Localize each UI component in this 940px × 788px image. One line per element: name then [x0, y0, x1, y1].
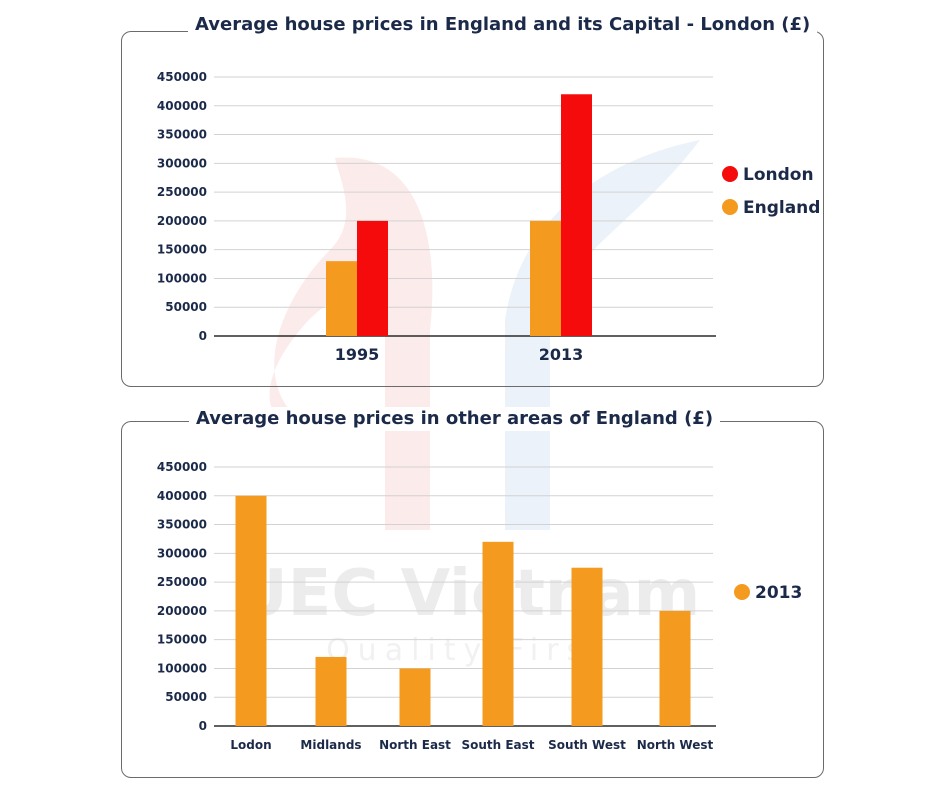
y-tick-label: 250000	[157, 575, 207, 589]
y-tick-label: 450000	[157, 460, 207, 474]
watermark-tagline: Quality First	[326, 633, 610, 668]
bar-england-1995	[326, 261, 357, 336]
x-category-label: North West	[637, 738, 714, 752]
bar-2013-north-east	[399, 668, 431, 726]
legend-swatch	[722, 166, 738, 182]
x-category-label: Lodon	[230, 738, 271, 752]
y-tick-label: 300000	[157, 546, 207, 560]
chart-1-bars	[326, 94, 592, 337]
x-category-label: 2013	[539, 345, 584, 364]
y-tick-label: 400000	[157, 99, 207, 113]
y-tick-label: 250000	[157, 185, 207, 199]
y-tick-label: 0	[199, 329, 207, 343]
chart-1-grid	[214, 76, 713, 308]
chart-2-title: Average house prices in other areas of E…	[189, 407, 721, 431]
y-tick-label: 50000	[165, 690, 207, 704]
y-tick-label: 150000	[157, 633, 207, 647]
y-tick-label: 400000	[157, 489, 207, 503]
x-category-label: 1995	[335, 345, 380, 364]
x-category-label: North East	[379, 738, 451, 752]
y-tick-label: 350000	[157, 128, 207, 142]
watermark-brand: UEC Vietnam	[236, 557, 701, 631]
bar-london-1995	[357, 220, 388, 336]
bar-2013-midlands	[315, 656, 347, 726]
chart-2-legend: 2013	[734, 583, 802, 603]
legend-swatch	[722, 199, 738, 215]
y-tick-label: 0	[199, 719, 207, 733]
x-category-label: South West	[548, 738, 626, 752]
y-tick-label: 300000	[157, 156, 207, 170]
legend-label: London	[743, 165, 814, 185]
y-tick-label: 200000	[157, 214, 207, 228]
y-tick-label: 100000	[157, 661, 207, 675]
chart-2-bars	[235, 495, 691, 726]
y-tick-label: 100000	[157, 271, 207, 285]
bar-2013-lodon	[235, 495, 267, 726]
y-tick-label: 350000	[157, 518, 207, 532]
bar-london-2013	[561, 94, 592, 337]
x-category-label: South East	[461, 738, 534, 752]
chart-2-xlabels: Lodon Midlands North East South East South W…	[230, 738, 713, 752]
legend-label: England	[743, 198, 820, 218]
bar-2013-south-west	[571, 567, 603, 726]
y-tick-label: 450000	[157, 70, 207, 84]
chart-1-title: Average house prices in England and its …	[188, 13, 818, 37]
y-tick-label: 200000	[157, 604, 207, 618]
legend-swatch	[734, 584, 750, 600]
y-tick-label: 150000	[157, 243, 207, 257]
chart-1-xlabels: 1995 2013	[335, 345, 584, 364]
legend-label: 2013	[755, 583, 802, 603]
chart-2-grid	[214, 466, 713, 698]
x-category-label: Midlands	[300, 738, 361, 752]
bar-2013-north-west	[659, 610, 691, 726]
chart-2-yticks: 450000 400000 350000 300000 250000 200000 1500…	[157, 460, 207, 733]
chart-1-yticks: 450000 400000 350000 300000 250000 200000 1500…	[157, 70, 207, 343]
bar-england-2013	[530, 220, 561, 336]
bar-2013-south-east	[482, 541, 514, 726]
y-tick-label: 50000	[165, 300, 207, 314]
watermark-logo-left	[269, 157, 433, 530]
chart-1-legend: London England	[722, 165, 820, 218]
